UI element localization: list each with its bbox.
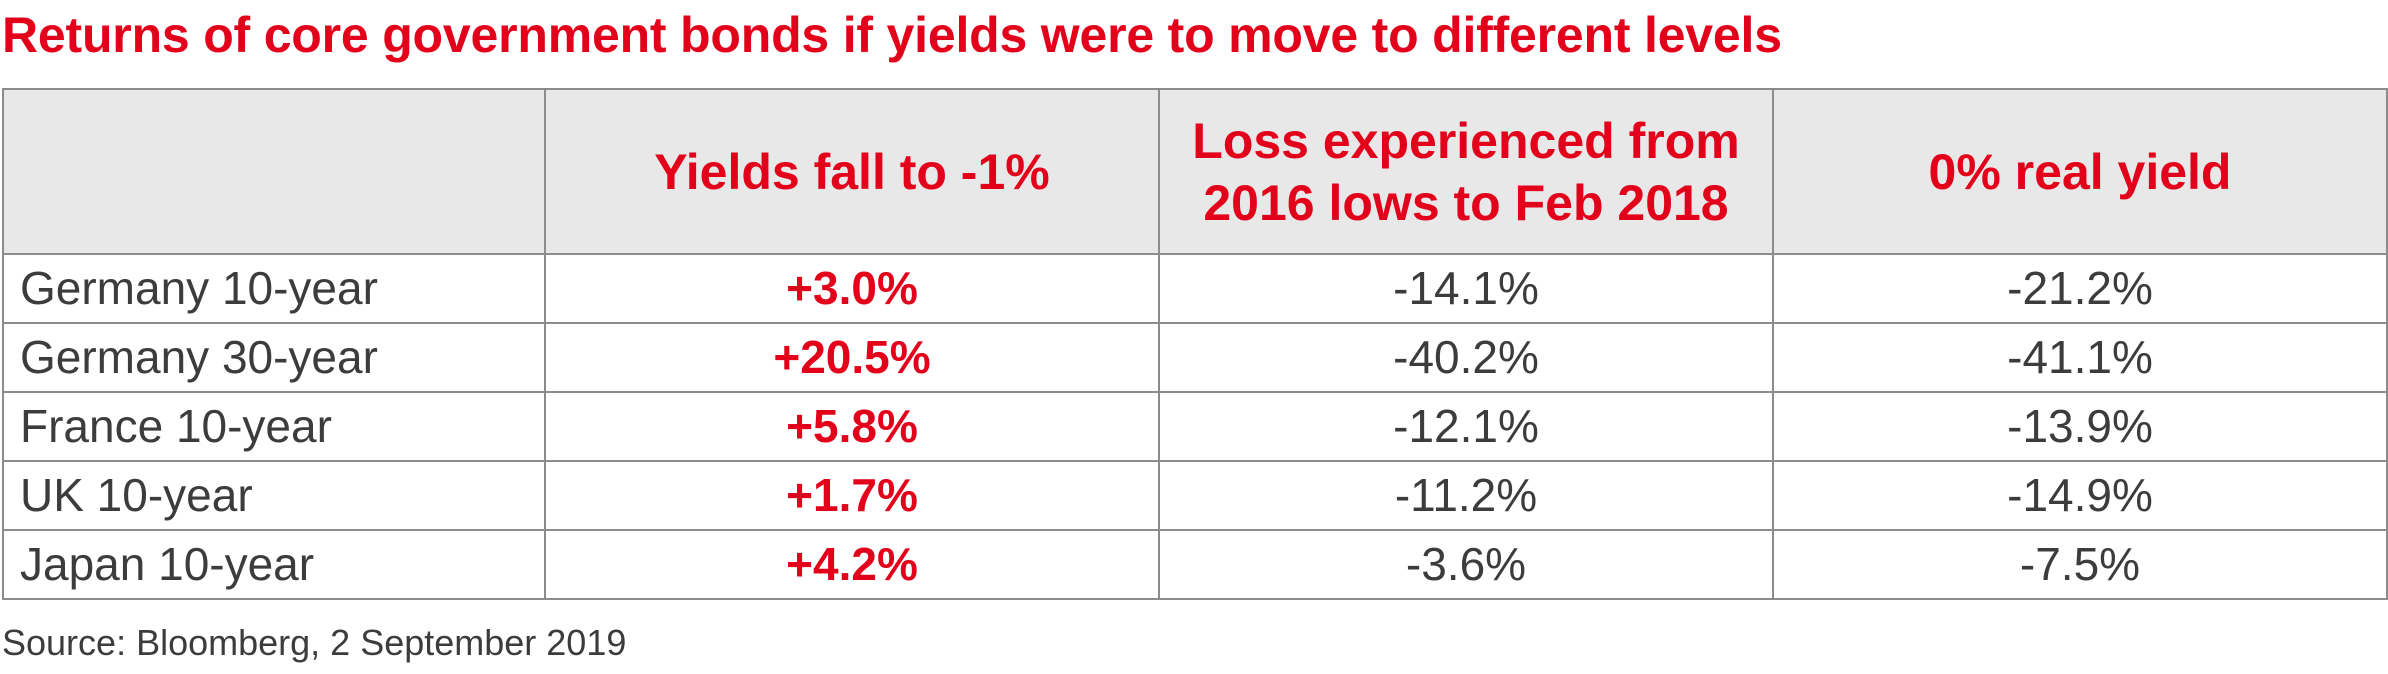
header-real-yield: 0% real yield	[1772, 88, 2388, 255]
table-row: Germany 30-year +20.5% -40.2% -41.1%	[2, 322, 2388, 393]
cell-loss: -40.2%	[1158, 322, 1774, 393]
cell-loss: -12.1%	[1158, 391, 1774, 462]
cell-real-yield: -13.9%	[1772, 391, 2388, 462]
cell-yields-fall: +5.8%	[544, 391, 1160, 462]
cell-real-yield: -7.5%	[1772, 529, 2388, 600]
cell-loss: -3.6%	[1158, 529, 1774, 600]
cell-real-yield: -14.9%	[1772, 460, 2388, 531]
table-row: France 10-year +5.8% -12.1% -13.9%	[2, 391, 2388, 462]
header-loss-line-2: 2016 lows to Feb 2018	[1203, 174, 1729, 231]
header-cell-empty	[2, 88, 546, 255]
cell-yields-fall: +20.5%	[544, 322, 1160, 393]
source-note: Source: Bloomberg, 2 September 2019	[2, 622, 627, 663]
table-body: Germany 10-year +3.0% -14.1% -21.2% Germ…	[2, 253, 2388, 600]
header-yields-fall: Yields fall to -1%	[544, 88, 1160, 255]
cell-real-yield: -21.2%	[1772, 253, 2388, 324]
cell-yields-fall: +4.2%	[544, 529, 1160, 600]
row-label: UK 10-year	[2, 460, 546, 531]
cell-loss: -11.2%	[1158, 460, 1774, 531]
table-row: UK 10-year +1.7% -11.2% -14.9%	[2, 460, 2388, 531]
row-label: Japan 10-year	[2, 529, 546, 600]
chart-title: Returns of core government bonds if yiel…	[2, 7, 1782, 63]
header-loss-line-1: Loss experienced from	[1192, 112, 1740, 169]
header-row: Yields fall to -1% Loss experienced from…	[2, 88, 2388, 255]
table-row: Germany 10-year +3.0% -14.1% -21.2%	[2, 253, 2388, 324]
row-label: Germany 30-year	[2, 322, 546, 393]
returns-table: Yields fall to -1% Loss experienced from…	[2, 88, 2388, 600]
cell-yields-fall: +3.0%	[544, 253, 1160, 324]
header-loss-experienced: Loss experienced from 2016 lows to Feb 2…	[1158, 88, 1774, 255]
cell-loss: -14.1%	[1158, 253, 1774, 324]
table-row: Japan 10-year +4.2% -3.6% -7.5%	[2, 529, 2388, 600]
row-label: France 10-year	[2, 391, 546, 462]
cell-real-yield: -41.1%	[1772, 322, 2388, 393]
cell-yields-fall: +1.7%	[544, 460, 1160, 531]
table-header: Yields fall to -1% Loss experienced from…	[2, 88, 2388, 255]
row-label: Germany 10-year	[2, 253, 546, 324]
